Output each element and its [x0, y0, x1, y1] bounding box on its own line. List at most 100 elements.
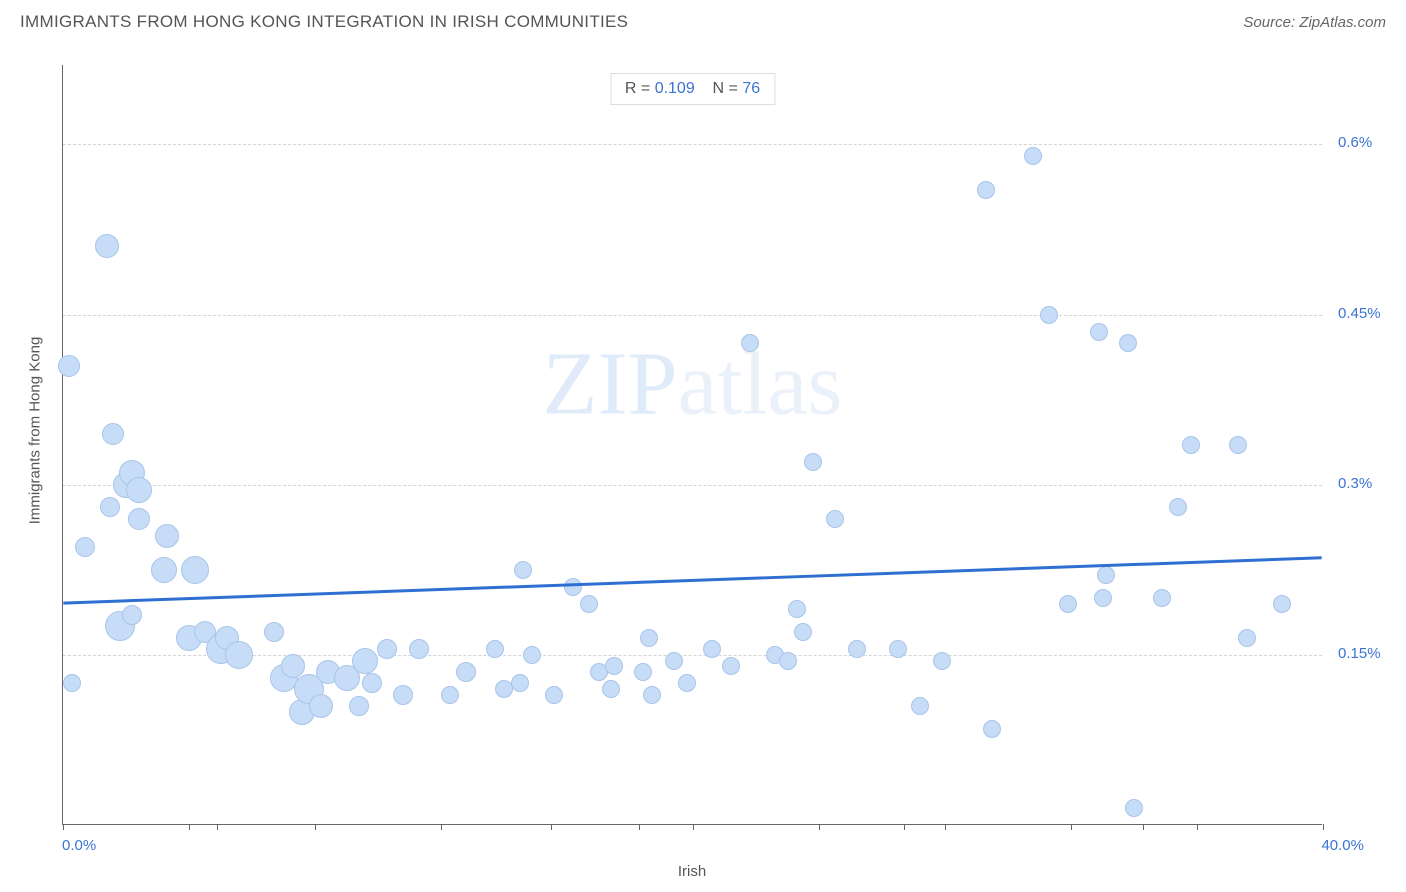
data-point[interactable]	[580, 595, 598, 613]
data-point[interactable]	[1229, 436, 1247, 454]
chart-container: Immigrants from Hong Kong ZIPatlas R = 0…	[20, 50, 1386, 882]
y-tick-label: 0.15%	[1338, 645, 1381, 662]
x-tick	[1323, 824, 1324, 830]
data-point[interactable]	[983, 720, 1001, 738]
r-value: 0.109	[655, 80, 695, 97]
data-point[interactable]	[377, 639, 397, 659]
data-point[interactable]	[678, 674, 696, 692]
data-point[interactable]	[1090, 323, 1108, 341]
x-tick	[945, 824, 946, 830]
data-point[interactable]	[1182, 436, 1200, 454]
data-point[interactable]	[1059, 595, 1077, 613]
data-point[interactable]	[225, 641, 253, 669]
data-point[interactable]	[181, 556, 209, 584]
data-point[interactable]	[128, 508, 150, 530]
trend-line	[63, 65, 1322, 824]
x-tick	[1197, 824, 1198, 830]
data-point[interactable]	[779, 652, 797, 670]
x-tick	[1071, 824, 1072, 830]
data-point[interactable]	[511, 674, 529, 692]
n-label: N =	[713, 80, 743, 97]
data-point[interactable]	[643, 686, 661, 704]
data-point[interactable]	[826, 510, 844, 528]
source-attribution: Source: ZipAtlas.com	[1243, 14, 1386, 31]
data-point[interactable]	[264, 622, 284, 642]
x-tick	[819, 824, 820, 830]
data-point[interactable]	[122, 605, 142, 625]
data-point[interactable]	[889, 640, 907, 658]
chart-title: IMMIGRANTS FROM HONG KONG INTEGRATION IN…	[20, 12, 628, 32]
data-point[interactable]	[309, 694, 333, 718]
x-tick	[551, 824, 552, 830]
data-point[interactable]	[95, 234, 119, 258]
data-point[interactable]	[75, 537, 95, 557]
data-point[interactable]	[804, 453, 822, 471]
data-point[interactable]	[1273, 595, 1291, 613]
data-point[interactable]	[441, 686, 459, 704]
data-point[interactable]	[58, 355, 80, 377]
data-point[interactable]	[1169, 498, 1187, 516]
data-point[interactable]	[564, 578, 582, 596]
data-point[interactable]	[1125, 799, 1143, 817]
gridline	[63, 315, 1322, 316]
data-point[interactable]	[456, 662, 476, 682]
stats-box: R = 0.109 N = 76	[610, 73, 775, 105]
x-tick	[693, 824, 694, 830]
data-point[interactable]	[605, 657, 623, 675]
y-tick-label: 0.45%	[1338, 305, 1381, 322]
data-point[interactable]	[63, 674, 81, 692]
data-point[interactable]	[602, 680, 620, 698]
gridline	[63, 485, 1322, 486]
data-point[interactable]	[393, 685, 413, 705]
data-point[interactable]	[362, 673, 382, 693]
data-point[interactable]	[1153, 589, 1171, 607]
data-point[interactable]	[102, 423, 124, 445]
watermark-atlas: atlas	[678, 334, 843, 433]
data-point[interactable]	[741, 334, 759, 352]
data-point[interactable]	[1094, 589, 1112, 607]
data-point[interactable]	[1097, 566, 1115, 584]
data-point[interactable]	[1040, 306, 1058, 324]
source-name: ZipAtlas.com	[1299, 14, 1386, 31]
data-point[interactable]	[151, 557, 177, 583]
data-point[interactable]	[911, 697, 929, 715]
x-tick	[63, 824, 64, 830]
data-point[interactable]	[545, 686, 563, 704]
data-point[interactable]	[523, 646, 541, 664]
data-point[interactable]	[155, 524, 179, 548]
y-tick-label: 0.6%	[1338, 134, 1372, 151]
data-point[interactable]	[1024, 147, 1042, 165]
x-tick	[217, 824, 218, 830]
data-point[interactable]	[409, 639, 429, 659]
data-point[interactable]	[1119, 334, 1137, 352]
x-tick-min: 0.0%	[62, 837, 96, 854]
data-point[interactable]	[933, 652, 951, 670]
x-tick	[904, 824, 905, 830]
data-point[interactable]	[722, 657, 740, 675]
x-tick	[1143, 824, 1144, 830]
data-point[interactable]	[794, 623, 812, 641]
data-point[interactable]	[349, 696, 369, 716]
plot-area: ZIPatlas R = 0.109 N = 76	[62, 65, 1322, 825]
r-label: R =	[625, 80, 655, 97]
x-tick-max: 40.0%	[1321, 837, 1364, 854]
data-point[interactable]	[665, 652, 683, 670]
data-point[interactable]	[848, 640, 866, 658]
data-point[interactable]	[788, 600, 806, 618]
watermark: ZIPatlas	[543, 332, 843, 435]
data-point[interactable]	[1238, 629, 1256, 647]
data-point[interactable]	[634, 663, 652, 681]
data-point[interactable]	[514, 561, 532, 579]
x-tick	[441, 824, 442, 830]
data-point[interactable]	[703, 640, 721, 658]
y-tick-label: 0.3%	[1338, 475, 1372, 492]
data-point[interactable]	[126, 477, 152, 503]
data-point[interactable]	[640, 629, 658, 647]
data-point[interactable]	[977, 181, 995, 199]
x-axis-label: Irish	[62, 863, 1322, 880]
data-point[interactable]	[100, 497, 120, 517]
gridline	[63, 144, 1322, 145]
data-point[interactable]	[486, 640, 504, 658]
x-tick	[639, 824, 640, 830]
data-point[interactable]	[352, 648, 378, 674]
